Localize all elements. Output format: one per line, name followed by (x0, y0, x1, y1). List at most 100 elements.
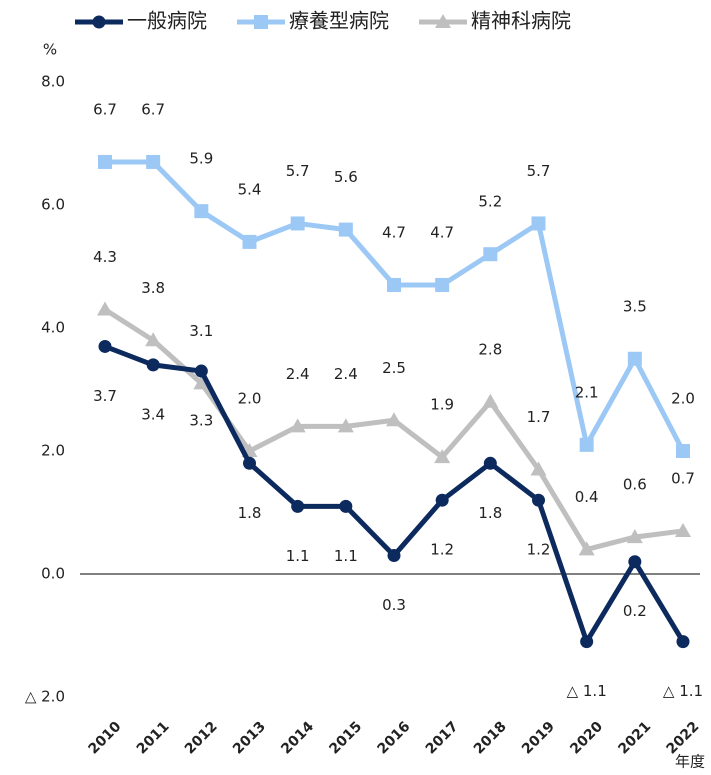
data-label: △ 1.1 (567, 682, 607, 700)
x-tick-label: 2013 (230, 719, 269, 758)
point (628, 555, 642, 569)
point (145, 332, 162, 347)
point (97, 301, 113, 316)
data-label: 2.4 (286, 365, 310, 383)
data-label: 2.0 (671, 390, 695, 408)
point (92, 15, 106, 29)
data-label: 1.1 (334, 547, 358, 565)
data-label: 4.3 (93, 248, 117, 266)
point (626, 529, 643, 544)
legend-label: 療養型病院 (289, 9, 389, 33)
point (483, 456, 497, 470)
point (435, 493, 449, 507)
data-label: 3.3 (189, 412, 213, 430)
point (676, 635, 690, 649)
data-label: 3.7 (93, 387, 117, 405)
x-tick-label: 2010 (86, 718, 125, 757)
point (530, 461, 547, 476)
data-label: 0.7 (671, 469, 695, 487)
x-tick-label: 2020 (567, 718, 606, 757)
point (338, 222, 353, 237)
y-tick-label: 0.0 (41, 565, 65, 583)
y-tick-label: △ 2.0 (25, 688, 65, 706)
data-label: 1.1 (286, 547, 310, 565)
point (242, 234, 257, 249)
data-label: 3.5 (623, 297, 647, 315)
data-label: 1.8 (478, 504, 502, 522)
point (98, 339, 112, 353)
data-label: 3.8 (141, 279, 165, 297)
data-label: 0.2 (623, 602, 647, 620)
point (676, 444, 690, 458)
x-tick-label: 2021 (615, 719, 654, 758)
data-label: 4.7 (430, 223, 454, 241)
x-tick-label: 2018 (471, 719, 510, 758)
point (483, 247, 498, 262)
point (243, 456, 256, 470)
data-label: 5.2 (478, 193, 502, 211)
point (435, 14, 451, 28)
data-label: 6.7 (93, 100, 117, 118)
point (339, 499, 353, 513)
point (291, 499, 305, 513)
point (531, 216, 546, 231)
data-label: 2.1 (575, 383, 599, 401)
point (435, 277, 450, 292)
point (386, 412, 402, 427)
x-tick-label: 2012 (182, 719, 221, 758)
x-tick-label: 2016 (375, 719, 414, 758)
data-label: 2.8 (478, 340, 502, 358)
point (193, 375, 210, 390)
point (434, 449, 451, 464)
data-label: 1.7 (527, 408, 551, 426)
data-label: 0.4 (575, 488, 599, 506)
x-tick-label: 2015 (326, 719, 365, 758)
point (98, 154, 112, 169)
data-label: 1.8 (238, 504, 262, 522)
x-axis-label: 年度 (675, 753, 705, 771)
data-label: 1.2 (430, 541, 454, 559)
point (627, 351, 642, 366)
y-tick-label: 2.0 (41, 442, 65, 460)
data-label: 1.2 (527, 541, 551, 559)
point (146, 358, 160, 372)
point (194, 204, 209, 219)
data-label: 0.3 (382, 596, 406, 614)
x-tick-label: 2017 (423, 719, 462, 758)
data-label: 5.7 (286, 162, 310, 180)
data-label: 3.1 (189, 322, 213, 340)
data-label: 5.7 (527, 162, 551, 180)
point (578, 541, 595, 556)
data-label: 3.4 (141, 405, 165, 423)
data-label: 1.9 (430, 396, 454, 414)
data-label: 2.5 (382, 359, 406, 377)
legend-label: 精神科病院 (471, 9, 571, 33)
data-label: 6.7 (141, 100, 165, 118)
point (579, 437, 594, 452)
point (482, 393, 499, 408)
point (290, 216, 305, 231)
data-label: △ 1.1 (663, 682, 703, 700)
point (146, 154, 161, 169)
point (387, 549, 401, 563)
point (675, 522, 691, 537)
legend-label: 一般病院 (127, 9, 207, 33)
data-label: 0.6 (623, 476, 647, 494)
y-tick-label: 6.0 (41, 196, 65, 214)
y-axis-label: % (43, 41, 57, 59)
point (289, 418, 306, 433)
data-label: 5.6 (334, 168, 358, 186)
data-label: 4.7 (382, 223, 406, 241)
x-tick-label: 2014 (278, 718, 317, 757)
point (387, 277, 401, 292)
point (194, 364, 208, 378)
point (532, 493, 545, 507)
point (337, 418, 354, 433)
y-tick-label: 4.0 (41, 319, 65, 337)
series-line (105, 159, 686, 453)
data-label: 5.9 (189, 150, 213, 168)
data-label: 5.4 (238, 180, 262, 198)
data-label: 2.4 (334, 365, 358, 383)
x-tick-label: 2011 (134, 719, 173, 758)
